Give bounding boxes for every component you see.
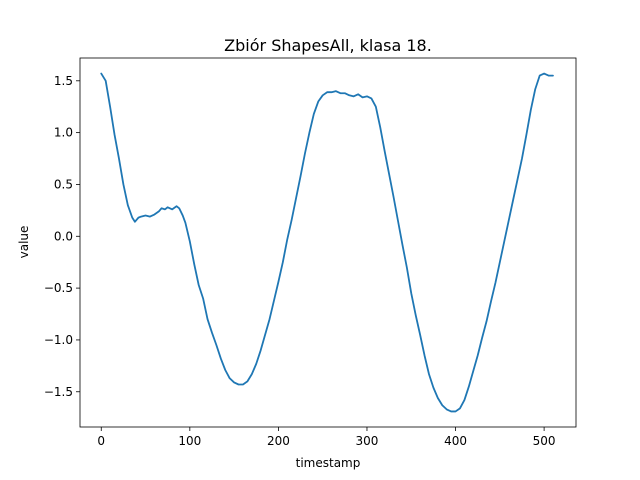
chart-title: Zbiór ShapesAll, klasa 18. — [224, 36, 432, 55]
x-tick-label: 200 — [267, 434, 290, 448]
x-axis-label: timestamp — [296, 456, 361, 470]
series-line — [100, 72, 554, 413]
y-tick-label: 1.5 — [54, 74, 73, 88]
x-axis: 0 100 200 300 400 500 — [97, 427, 556, 448]
y-tick-label: 1.0 — [54, 126, 73, 140]
y-tick-label: −0.5 — [44, 281, 73, 295]
y-tick-label: 0.0 — [54, 229, 73, 243]
y-axis: −1.5 −1.0 −0.5 0.0 0.5 1.0 1.5 — [44, 74, 80, 399]
plot-frame — [79, 57, 577, 428]
y-tick-label: −1.5 — [44, 385, 73, 399]
y-tick-label: 0.5 — [54, 177, 73, 191]
x-tick-label: 400 — [444, 434, 467, 448]
x-tick-label: 300 — [356, 434, 379, 448]
y-axis-label: value — [17, 226, 31, 259]
plot-area: 0 100 200 300 400 500 −1.5 −1.0 −0.5 0.0 0.5 1.0 1.… — [44, 57, 577, 448]
x-tick-label: 500 — [533, 434, 556, 448]
x-tick-label: 0 — [97, 434, 105, 448]
x-tick-label: 100 — [178, 434, 201, 448]
y-tick-label: −1.0 — [44, 333, 73, 347]
